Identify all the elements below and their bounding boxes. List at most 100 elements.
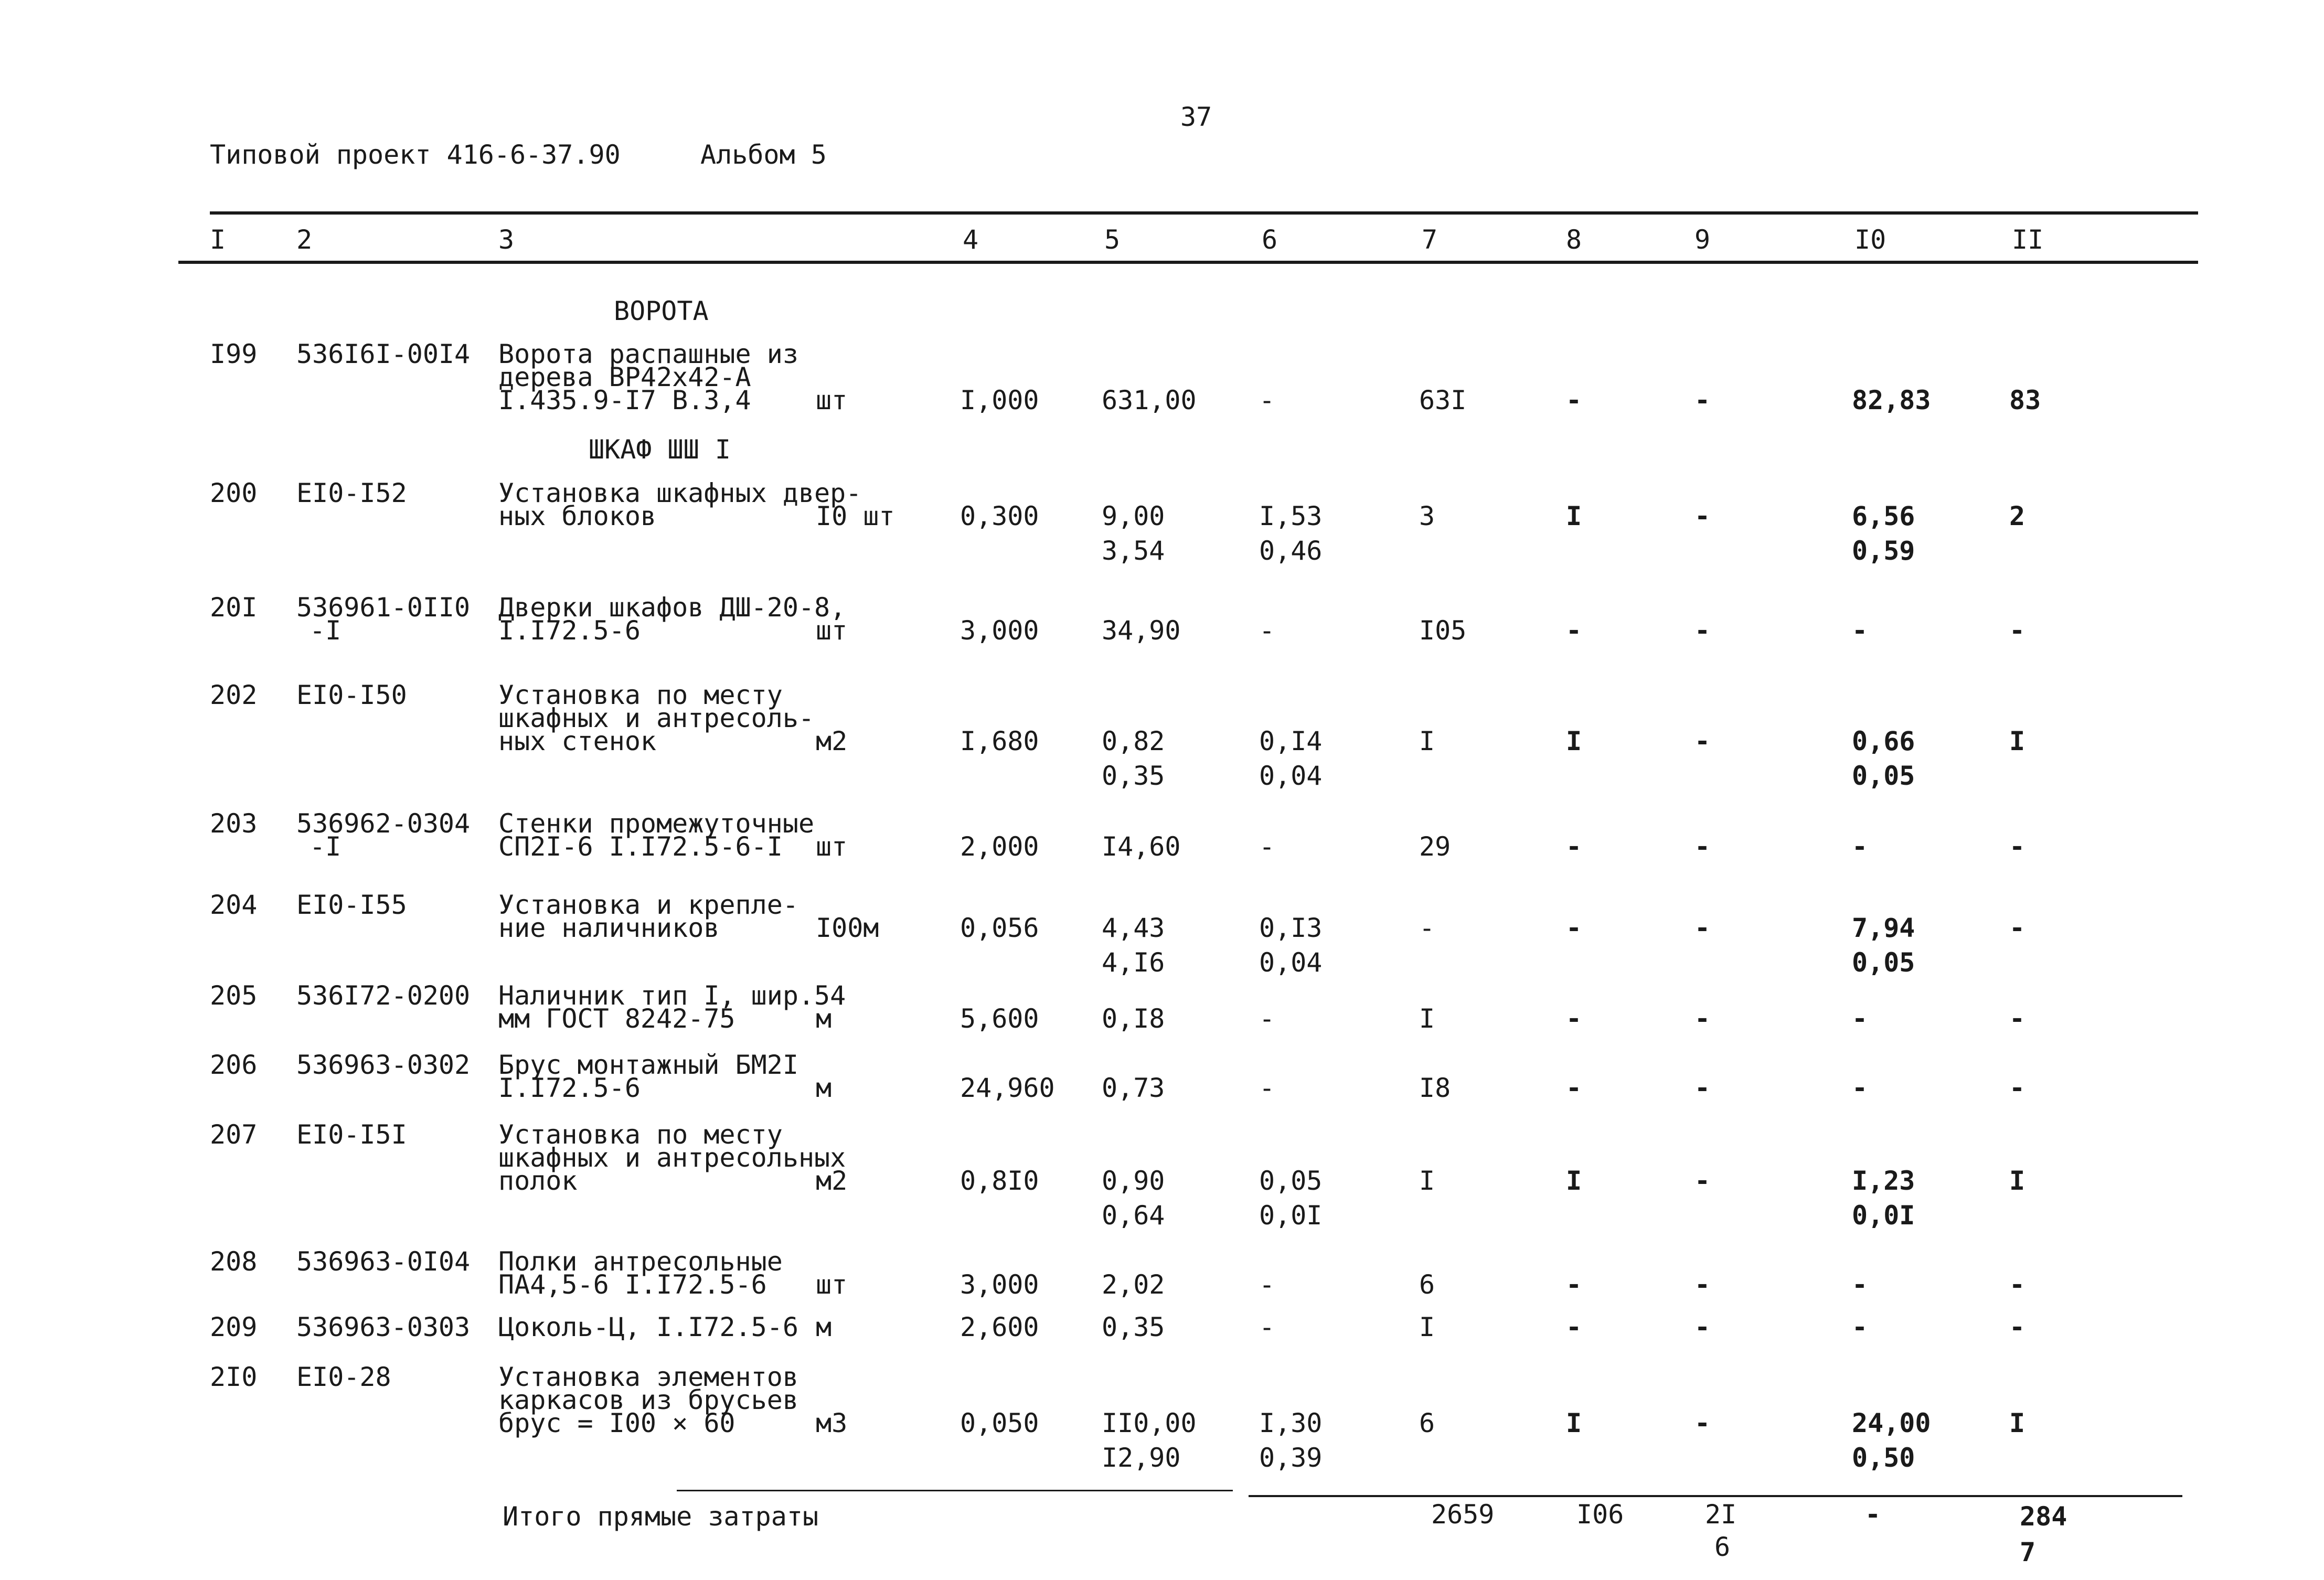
- project-title: Типовой проект 416-6-37.90: [210, 140, 621, 170]
- col7-value: 63I: [1419, 385, 1467, 415]
- column-header-1: I: [210, 225, 226, 255]
- quantity: I,000: [960, 385, 1039, 415]
- col10-value: -: [1852, 615, 1868, 646]
- col10-value: -: [1852, 831, 1868, 862]
- col6-value: 0,04: [1259, 761, 1323, 791]
- item-description-line: I.435.9-I7 В.3,4: [498, 385, 751, 415]
- col11-value: -: [2009, 1269, 2025, 1300]
- item-description-line: брус = I00 × 60: [498, 1408, 735, 1438]
- col5-value: 0,35: [1102, 761, 1165, 791]
- row-number: 205: [210, 980, 258, 1011]
- item-description-line: Установка шкафных двер-: [498, 478, 862, 508]
- row-number: 2I0: [210, 1362, 258, 1392]
- col9-value: -: [1694, 1408, 1711, 1438]
- col10-value: 0,50: [1852, 1443, 1915, 1473]
- col5-value: 34,90: [1102, 615, 1181, 646]
- unit: шт: [816, 385, 848, 415]
- col5-value: 0,82: [1102, 726, 1165, 756]
- col9-value: -: [1694, 1073, 1711, 1103]
- col6-value: 0,04: [1259, 947, 1323, 978]
- page-number: 37: [1180, 102, 1212, 132]
- item-description-line: Установка по месту: [498, 1119, 783, 1150]
- quantity: 0,8I0: [960, 1166, 1039, 1196]
- table-row: 203 536962-0304 -I Стенки промежуточные СП2I…: [0, 810, 2324, 860]
- col8-value: -: [1566, 615, 1582, 646]
- col6-value: -: [1259, 615, 1275, 646]
- col11-value: I: [2009, 726, 2025, 756]
- col9-value: -: [1694, 615, 1711, 646]
- position-code: 536961-0II0: [296, 592, 471, 623]
- item-description-line: Цоколь-Ц, I.I72.5-6: [498, 1312, 798, 1342]
- total-rule-left: [677, 1490, 1233, 1491]
- col9-value: -: [1694, 1003, 1711, 1034]
- item-description-line: шкафных и антресоль-: [498, 703, 815, 733]
- col5-value: 3,54: [1102, 536, 1165, 566]
- item-description-line: Ворота распашные из: [498, 339, 798, 369]
- col11-value: -: [2009, 1003, 2025, 1034]
- col10-value: -: [1852, 1312, 1868, 1342]
- col11-value: I: [2009, 1408, 2025, 1438]
- item-description-line: дерева ВР42х42-А: [498, 362, 751, 392]
- item-description-line: ПА4,5-6 I.I72.5-6: [498, 1269, 767, 1300]
- position-code-suffix: -I: [310, 831, 342, 862]
- section-title-gates: ВОРОТА: [614, 296, 709, 326]
- col8-value: I: [1566, 1408, 1582, 1438]
- item-description-line: Установка и крепле-: [498, 890, 798, 920]
- col8-value: -: [1566, 831, 1582, 862]
- row-number: 203: [210, 808, 258, 839]
- col7-value: I: [1419, 1166, 1435, 1196]
- col11-value: -: [2009, 1073, 2025, 1103]
- col6-value: 0,0I: [1259, 1200, 1323, 1231]
- row-number: 206: [210, 1050, 258, 1080]
- unit: м: [816, 1073, 832, 1103]
- column-header-6: 6: [1262, 225, 1278, 255]
- item-description-line: I.I72.5-6: [498, 615, 641, 646]
- col11-value: -: [2009, 913, 2025, 943]
- unit: м3: [816, 1408, 848, 1438]
- row-number: 202: [210, 680, 258, 710]
- item-description-line: ние наличников: [498, 913, 720, 943]
- column-header-2: 2: [296, 225, 313, 255]
- quantity: 0,300: [960, 501, 1039, 531]
- total-col9-line1: 2I: [1705, 1499, 1737, 1530]
- unit: м2: [816, 1166, 848, 1196]
- item-description-line: Установка элементов: [498, 1362, 798, 1392]
- unit: м2: [816, 726, 848, 756]
- table-top-rule: [210, 211, 2198, 215]
- column-header-10: I0: [1854, 225, 1886, 255]
- col5-value: 4,I6: [1102, 947, 1165, 978]
- col8-value: -: [1566, 1073, 1582, 1103]
- col5-value: 4,43: [1102, 913, 1165, 943]
- unit: шт: [816, 831, 848, 862]
- column-header-11: II: [2012, 225, 2044, 255]
- col7-value: -: [1419, 913, 1435, 943]
- col6-value: -: [1259, 1003, 1275, 1034]
- col8-value: I: [1566, 501, 1582, 531]
- col5-value: 0,90: [1102, 1166, 1165, 1196]
- col7-value: 6: [1419, 1269, 1435, 1300]
- col6-value: I,53: [1259, 501, 1323, 531]
- row-number: 20I: [210, 592, 258, 623]
- table-row: 200 ЕI0-I52 Установка шкафных двер-ных бло…: [0, 480, 2324, 564]
- quantity: 0,056: [960, 913, 1039, 943]
- col6-value: -: [1259, 385, 1275, 415]
- col9-value: -: [1694, 385, 1711, 415]
- col10-value: 6,56: [1852, 501, 1915, 531]
- item-description-line: I.I72.5-6: [498, 1073, 641, 1103]
- col6-value: 0,I4: [1259, 726, 1323, 756]
- col11-value: -: [2009, 831, 2025, 862]
- quantity: 3,000: [960, 1269, 1039, 1300]
- col6-value: -: [1259, 831, 1275, 862]
- position-code: 536I72-0200: [296, 980, 471, 1011]
- unit: I00м: [816, 913, 879, 943]
- col10-value: -: [1852, 1269, 1868, 1300]
- column-header-8: 8: [1566, 225, 1582, 255]
- row-number: 204: [210, 890, 258, 920]
- total-col7: 2659: [1431, 1499, 1495, 1530]
- col10-value: -: [1852, 1073, 1868, 1103]
- table-row: 20I 536961-0II0 -I Дверки шкафов ДШ-20-8, I.…: [0, 594, 2324, 644]
- col11-value: 83: [2009, 385, 2041, 415]
- col5-value: I2,90: [1102, 1443, 1181, 1473]
- col11-value: 2: [2009, 501, 2025, 531]
- item-description-line: Стенки промежуточные: [498, 808, 815, 839]
